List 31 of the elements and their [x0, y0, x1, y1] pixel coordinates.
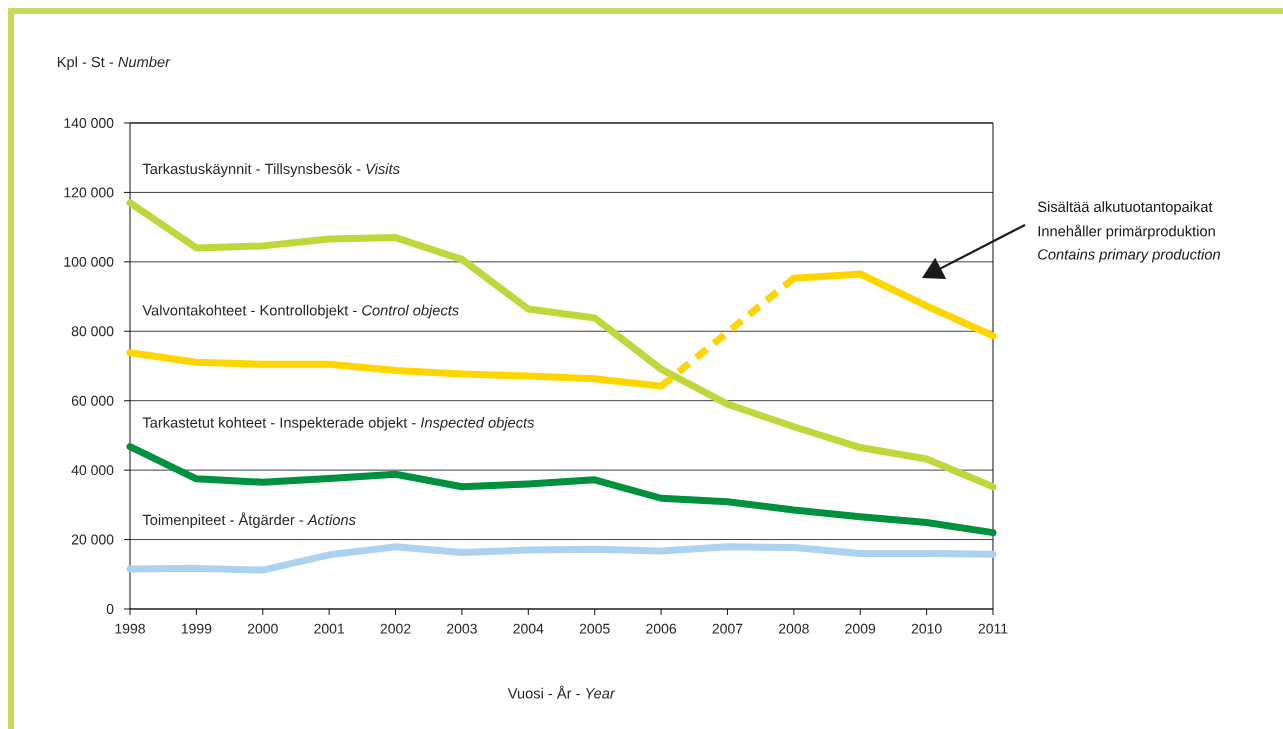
- x-tick-label: 2007: [712, 623, 743, 634]
- y-tick-label: 40 000: [71, 465, 114, 476]
- text: Contains primary production: [1038, 248, 1220, 263]
- x-axis-title: Vuosi - År - Year: [507, 685, 616, 699]
- series-label: Tarkastuskäynnit - Tillsynsbesök - Visits: [142, 163, 400, 177]
- y-tick-label: 80 000: [71, 326, 114, 337]
- text: Innehåller primärproduktion: [1038, 224, 1215, 240]
- series-label: Toimenpiteet - Åtgärder - Actions: [142, 512, 356, 528]
- y-tick-label: 60 000: [71, 395, 114, 406]
- x-tick-label: 2002: [380, 623, 411, 634]
- y-tick-label: 0: [106, 604, 114, 614]
- x-tick-label: 2003: [447, 623, 477, 634]
- x-tick-label: 2001: [314, 623, 345, 634]
- text: Valvontakohteet - Kontrollobjekt - Control objects: [142, 304, 459, 319]
- series-label: Tarkastetut kohteet - Inspekterade objekt - Inspected objects: [142, 417, 535, 431]
- x-tick-label: 2009: [845, 623, 876, 634]
- x-tick-label: 1999: [181, 623, 212, 634]
- x-tick-label: 2000: [247, 623, 278, 634]
- x-tick-label: 2005: [579, 623, 610, 634]
- x-tick-label: 1998: [115, 623, 145, 634]
- y-axis-title: Kpl - St - Number: [57, 56, 171, 71]
- x-tick-label: 2006: [646, 623, 677, 634]
- y-tick-label: 20 000: [71, 534, 114, 545]
- y-tick-label: 120 000: [64, 187, 114, 198]
- text: Sisältää alkutuotantopaikat: [1037, 201, 1213, 215]
- y-tick-label: 140 000: [64, 118, 114, 128]
- x-tick-label: 2011: [978, 623, 1008, 634]
- x-tick-label: 2004: [513, 623, 544, 634]
- y-tick-label: 100 000: [64, 256, 114, 267]
- x-tick-label: 2010: [911, 623, 942, 634]
- x-tick-label: 2008: [778, 623, 809, 634]
